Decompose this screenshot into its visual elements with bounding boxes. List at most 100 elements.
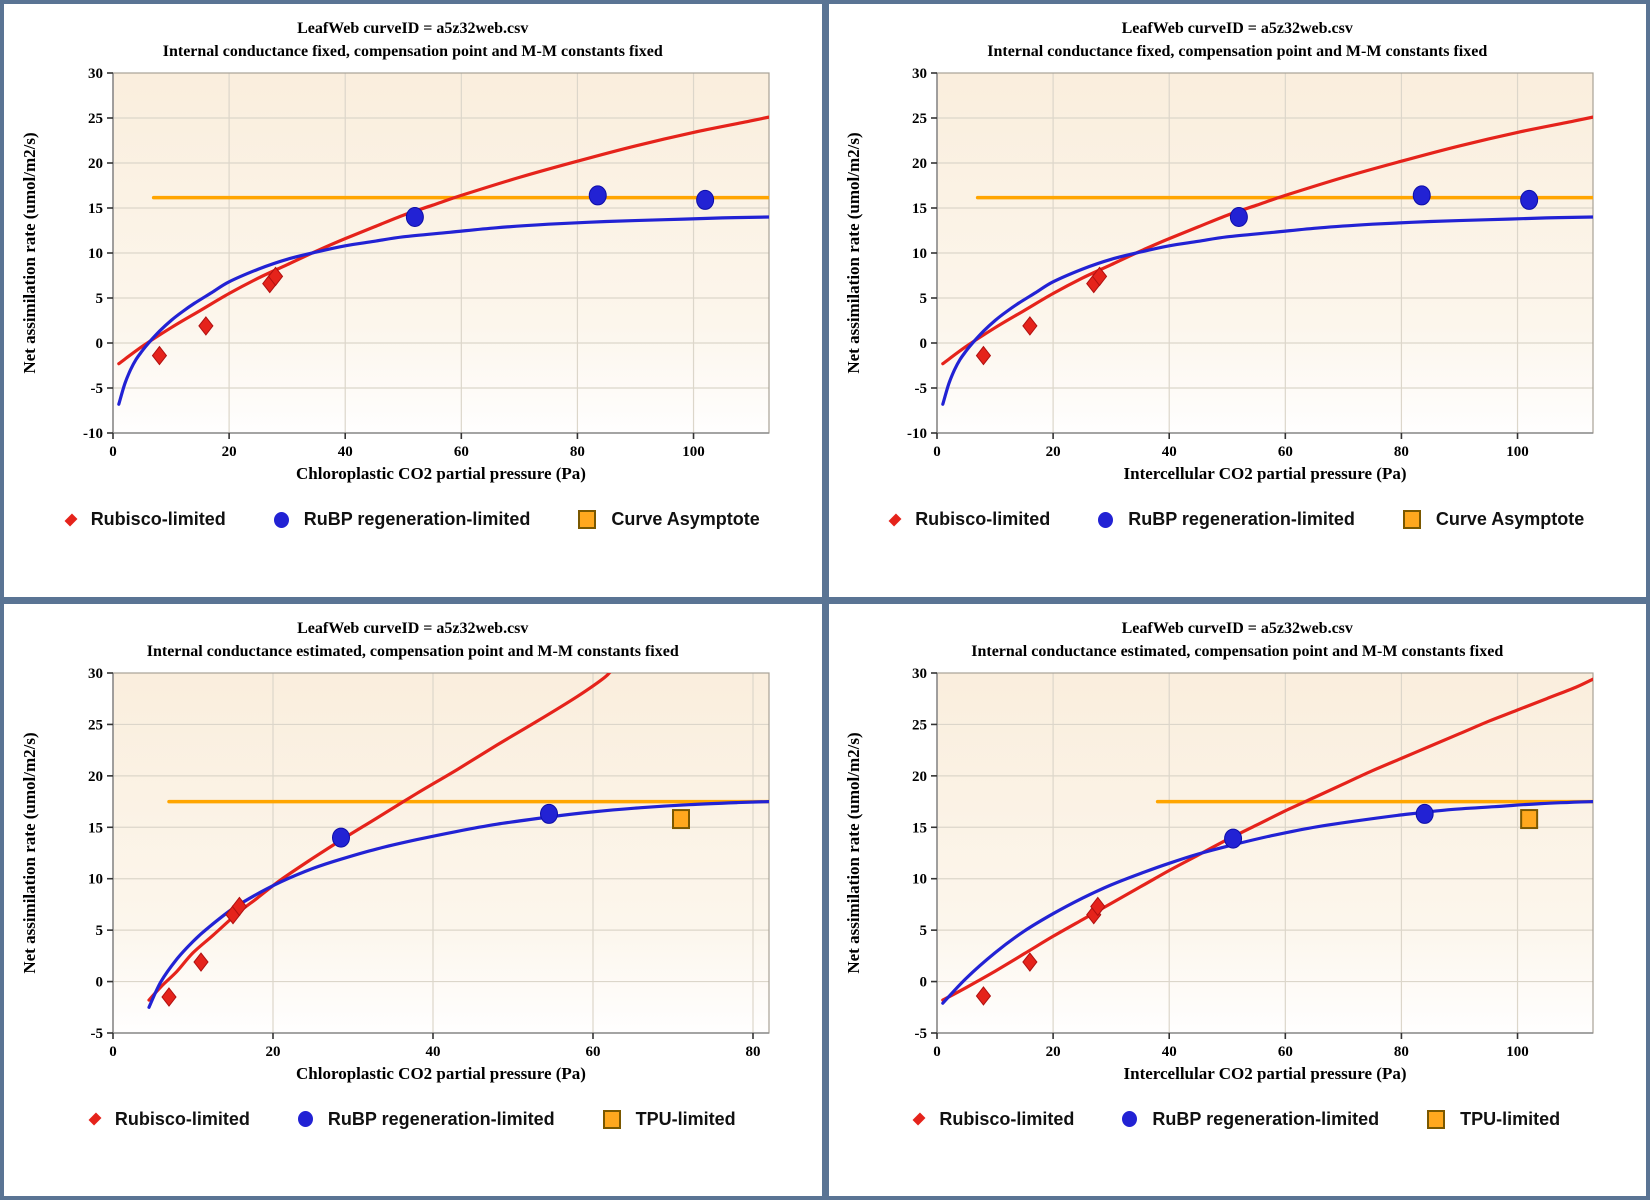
svg-text:0: 0 bbox=[920, 336, 928, 352]
svg-text:-5: -5 bbox=[90, 1026, 103, 1042]
chart-title: LeafWeb curveID = a5z32web.csv bbox=[1121, 619, 1353, 637]
plot-area: 0 20 40 60 80 -5 0 5 10 15 20 25 30 bbox=[88, 667, 770, 1060]
circle-marker-icon bbox=[297, 1111, 313, 1127]
svg-text:0: 0 bbox=[95, 336, 103, 352]
chart-canvas: 0 20 40 60 80 100 -10 -5 0 5 10 15 20 25 30 Net assimi… bbox=[20, 67, 770, 483]
svg-text:0: 0 bbox=[934, 444, 942, 460]
circle-marker-icon bbox=[1122, 1111, 1138, 1127]
legend-label: Curve Asymptote bbox=[1435, 509, 1585, 529]
y-axis-label: Net assimilation rate (umol/m2/s) bbox=[20, 732, 39, 973]
legend: Rubisco-limited RuBP regeneration-limite… bbox=[888, 509, 1585, 530]
svg-text:20: 20 bbox=[221, 444, 236, 460]
svg-text:0: 0 bbox=[920, 974, 928, 990]
svg-text:40: 40 bbox=[337, 444, 352, 460]
legend-label: Rubisco-limited bbox=[915, 509, 1051, 529]
legend-label: Rubisco-limited bbox=[939, 1108, 1075, 1129]
legend-item-tpu: TPU-limited bbox=[602, 1109, 736, 1130]
chart-title: LeafWeb curveID = a5z32web.csv bbox=[1121, 20, 1353, 37]
svg-text:80: 80 bbox=[1394, 444, 1409, 460]
svg-text:20: 20 bbox=[912, 156, 927, 172]
legend-item-asymptote: Curve Asymptote bbox=[578, 509, 760, 530]
svg-text:-10: -10 bbox=[907, 426, 927, 442]
svg-text:5: 5 bbox=[920, 923, 928, 939]
square-marker-icon bbox=[1402, 510, 1421, 529]
svg-text:10: 10 bbox=[912, 246, 927, 262]
svg-text:60: 60 bbox=[454, 444, 469, 460]
svg-text:0: 0 bbox=[109, 1044, 117, 1060]
x-axis-label: Intercellular CO2 partial pressure (Pa) bbox=[1124, 1064, 1407, 1083]
svg-text:5: 5 bbox=[95, 291, 103, 307]
svg-text:100: 100 bbox=[1507, 444, 1530, 460]
panel-header: LeafWeb curveID = a5z32web.csv Internal … bbox=[163, 17, 663, 63]
chart-subtitle: Internal conductance estimated, compensa… bbox=[146, 642, 679, 660]
svg-text:25: 25 bbox=[912, 717, 927, 733]
svg-text:10: 10 bbox=[88, 871, 103, 887]
chart-subtitle: Internal conductance estimated, compensa… bbox=[971, 642, 1504, 660]
diamond-marker-icon bbox=[888, 513, 902, 526]
legend-item-rubp: RuBP regeneration-limited bbox=[273, 509, 531, 530]
svg-text:20: 20 bbox=[88, 768, 103, 784]
x-axis-label: Intercellular CO2 partial pressure (Pa) bbox=[1124, 464, 1407, 483]
svg-text:30: 30 bbox=[88, 67, 103, 82]
svg-text:80: 80 bbox=[570, 444, 585, 460]
plot-area: 0 20 40 60 80 100 -10 -5 0 5 10 15 20 25 30 bbox=[907, 67, 1594, 460]
chart-canvas: 0 20 40 60 80 100 -10 -5 0 5 10 15 20 25 30 Net assimi… bbox=[844, 67, 1594, 483]
svg-text:60: 60 bbox=[585, 1044, 600, 1060]
svg-text:-10: -10 bbox=[83, 426, 103, 442]
legend-label: RuBP regeneration-limited bbox=[1152, 1108, 1380, 1129]
chart-title: LeafWeb curveID = a5z32web.csv bbox=[297, 619, 529, 637]
legend-item-rubp: RuBP regeneration-limited bbox=[1122, 1109, 1379, 1130]
y-axis-label: Net assimilation rate (umol/m2/s) bbox=[20, 132, 39, 373]
svg-text:30: 30 bbox=[88, 667, 103, 682]
legend-item-tpu: TPU-limited bbox=[1427, 1109, 1560, 1130]
svg-text:60: 60 bbox=[1278, 444, 1293, 460]
svg-text:20: 20 bbox=[1046, 444, 1061, 460]
legend: Rubisco-limited RuBP regeneration-limite… bbox=[912, 1108, 1560, 1130]
y-axis-label: Net assimilation rate (umol/m2/s) bbox=[844, 732, 863, 973]
legend: Rubisco-limited RuBP regeneration-limite… bbox=[64, 509, 760, 530]
svg-text:40: 40 bbox=[425, 1044, 440, 1060]
legend-label: RuBP regeneration-limited bbox=[1128, 509, 1355, 529]
diamond-marker-icon bbox=[912, 1112, 926, 1126]
svg-text:80: 80 bbox=[1394, 1044, 1409, 1060]
legend-item-rubp: RuBP regeneration-limited bbox=[297, 1108, 555, 1130]
svg-text:30: 30 bbox=[912, 667, 927, 682]
svg-text:15: 15 bbox=[912, 201, 927, 217]
diamond-marker-icon bbox=[88, 1112, 102, 1126]
svg-text:40: 40 bbox=[1162, 1044, 1177, 1060]
svg-text:25: 25 bbox=[88, 717, 103, 733]
circle-marker-icon bbox=[273, 511, 289, 528]
legend-item-rubp: RuBP regeneration-limited bbox=[1098, 509, 1355, 530]
plot-area: 0 20 40 60 80 100 -5 0 5 10 15 20 25 30 bbox=[912, 667, 1594, 1060]
chart-canvas: 0 20 40 60 80 -5 0 5 10 15 20 25 30 Net assimilation… bbox=[20, 667, 770, 1083]
svg-text:30: 30 bbox=[912, 67, 927, 82]
square-marker-icon bbox=[602, 1109, 621, 1129]
x-axis-label: Chloroplastic CO2 partial pressure (Pa) bbox=[296, 464, 586, 483]
svg-text:20: 20 bbox=[1046, 1044, 1061, 1060]
legend-label: TPU-limited bbox=[1460, 1108, 1561, 1129]
svg-text:-5: -5 bbox=[915, 381, 928, 397]
legend-item-rubisco: Rubisco-limited bbox=[888, 509, 1051, 530]
legend-label: Rubisco-limited bbox=[90, 509, 226, 529]
svg-text:15: 15 bbox=[88, 820, 103, 836]
svg-text:15: 15 bbox=[912, 820, 927, 836]
panel-header: LeafWeb curveID = a5z32web.csv Internal … bbox=[987, 17, 1487, 63]
svg-text:10: 10 bbox=[912, 871, 927, 887]
svg-text:100: 100 bbox=[682, 444, 705, 460]
panel-top-right: LeafWeb curveID = a5z32web.csv Internal … bbox=[828, 4, 1646, 597]
svg-text:60: 60 bbox=[1278, 1044, 1293, 1060]
legend: Rubisco-limited RuBP regeneration-limite… bbox=[88, 1108, 736, 1130]
svg-text:20: 20 bbox=[88, 156, 103, 172]
legend-label: Rubisco-limited bbox=[114, 1108, 250, 1129]
legend-label: RuBP regeneration-limited bbox=[327, 1108, 555, 1129]
svg-text:-5: -5 bbox=[915, 1026, 928, 1042]
legend-label: RuBP regeneration-limited bbox=[303, 509, 531, 529]
legend-item-asymptote: Curve Asymptote bbox=[1402, 509, 1585, 530]
panel-header: LeafWeb curveID = a5z32web.csv Internal … bbox=[147, 617, 679, 663]
svg-text:25: 25 bbox=[912, 111, 927, 127]
svg-text:20: 20 bbox=[265, 1044, 280, 1060]
legend-label: Curve Asymptote bbox=[611, 509, 760, 529]
svg-text:0: 0 bbox=[95, 974, 103, 990]
panel-bottom-left: LeafWeb curveID = a5z32web.csv Internal … bbox=[4, 603, 822, 1196]
